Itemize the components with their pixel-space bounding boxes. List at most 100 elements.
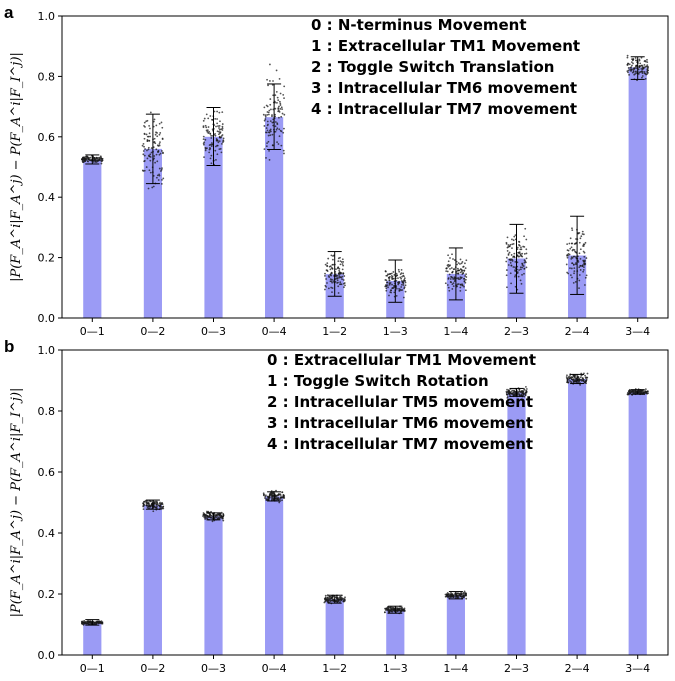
data-point: [518, 241, 521, 243]
data-point: [83, 622, 86, 624]
data-point: [456, 272, 459, 275]
data-point: [279, 129, 282, 132]
data-point: [157, 179, 160, 181]
data-point: [398, 270, 401, 273]
y-tick-label: 0.6: [38, 131, 56, 144]
data-point: [512, 239, 515, 242]
data-point: [459, 289, 462, 292]
data-point: [338, 275, 341, 277]
data-point: [521, 266, 524, 269]
data-point: [578, 378, 581, 381]
data-point: [449, 257, 451, 259]
data-point: [342, 279, 345, 281]
data-point: [627, 67, 630, 69]
data-point: [221, 127, 224, 130]
data-point: [344, 284, 346, 287]
data-point: [641, 75, 644, 77]
data-point: [446, 594, 449, 597]
data-point: [337, 281, 339, 284]
y-tick-label: 0.2: [38, 588, 56, 601]
data-point: [155, 506, 158, 509]
data-point: [510, 390, 513, 393]
data-point: [508, 258, 511, 261]
data-point: [267, 111, 270, 114]
data-point: [390, 274, 393, 277]
data-point: [464, 278, 467, 281]
data-point: [283, 85, 286, 88]
data-point: [271, 114, 273, 116]
data-point: [448, 593, 450, 595]
data-point: [567, 252, 570, 255]
data-point: [142, 170, 145, 172]
data-point: [154, 133, 157, 136]
data-point: [202, 515, 204, 518]
data-point: [154, 142, 157, 145]
data-point: [143, 124, 145, 127]
data-point: [572, 381, 575, 384]
data-point: [566, 374, 568, 377]
data-point: [402, 272, 405, 275]
data-point: [388, 294, 390, 297]
data-point: [400, 272, 403, 275]
data-point: [215, 158, 217, 161]
data-point: [402, 296, 405, 299]
data-point: [143, 503, 145, 506]
data-point: [143, 145, 145, 148]
data-point: [158, 122, 161, 125]
data-point: [265, 127, 268, 129]
data-point: [508, 251, 511, 254]
data-point: [396, 281, 399, 284]
data-point: [206, 129, 209, 132]
data-point: [266, 129, 269, 132]
data-point: [447, 286, 450, 289]
data-point: [509, 261, 512, 264]
data-point: [210, 145, 213, 148]
y-tick-label: 0.8: [38, 405, 56, 418]
data-point: [388, 608, 391, 611]
data-point: [263, 148, 266, 151]
data-point: [506, 393, 509, 396]
data-point: [521, 252, 524, 255]
data-point: [631, 71, 634, 74]
data-point: [507, 264, 510, 266]
data-point: [400, 277, 403, 280]
points-1—4: [444, 253, 468, 292]
data-point: [457, 592, 459, 595]
data-point: [386, 609, 389, 612]
data-point: [339, 281, 342, 284]
data-point: [142, 508, 145, 511]
y-tick-label: 0.0: [38, 649, 56, 662]
data-point: [274, 107, 277, 110]
data-point: [632, 62, 634, 65]
data-point: [278, 105, 280, 108]
data-point: [343, 275, 346, 277]
data-point: [146, 157, 149, 160]
data-point: [143, 132, 146, 135]
data-point: [214, 117, 217, 120]
data-point: [517, 392, 519, 395]
data-point: [155, 176, 158, 179]
data-point: [332, 599, 335, 602]
data-point: [395, 279, 398, 282]
data-point: [630, 66, 633, 69]
data-point: [218, 111, 221, 114]
data-point: [451, 283, 454, 286]
data-point: [216, 144, 219, 147]
data-point: [159, 501, 161, 504]
data-point: [222, 140, 225, 143]
data-point: [452, 278, 455, 280]
data-point: [634, 71, 637, 73]
data-point: [453, 259, 456, 261]
data-point: [155, 500, 158, 503]
data-point: [144, 148, 146, 150]
data-point: [388, 284, 391, 286]
data-point: [572, 378, 575, 381]
data-point: [83, 619, 86, 622]
data-point: [627, 392, 630, 395]
data-point: [95, 161, 98, 163]
data-point: [521, 390, 523, 393]
data-point: [573, 249, 576, 251]
data-point: [511, 238, 513, 241]
data-point: [84, 158, 87, 161]
data-point: [386, 273, 389, 276]
